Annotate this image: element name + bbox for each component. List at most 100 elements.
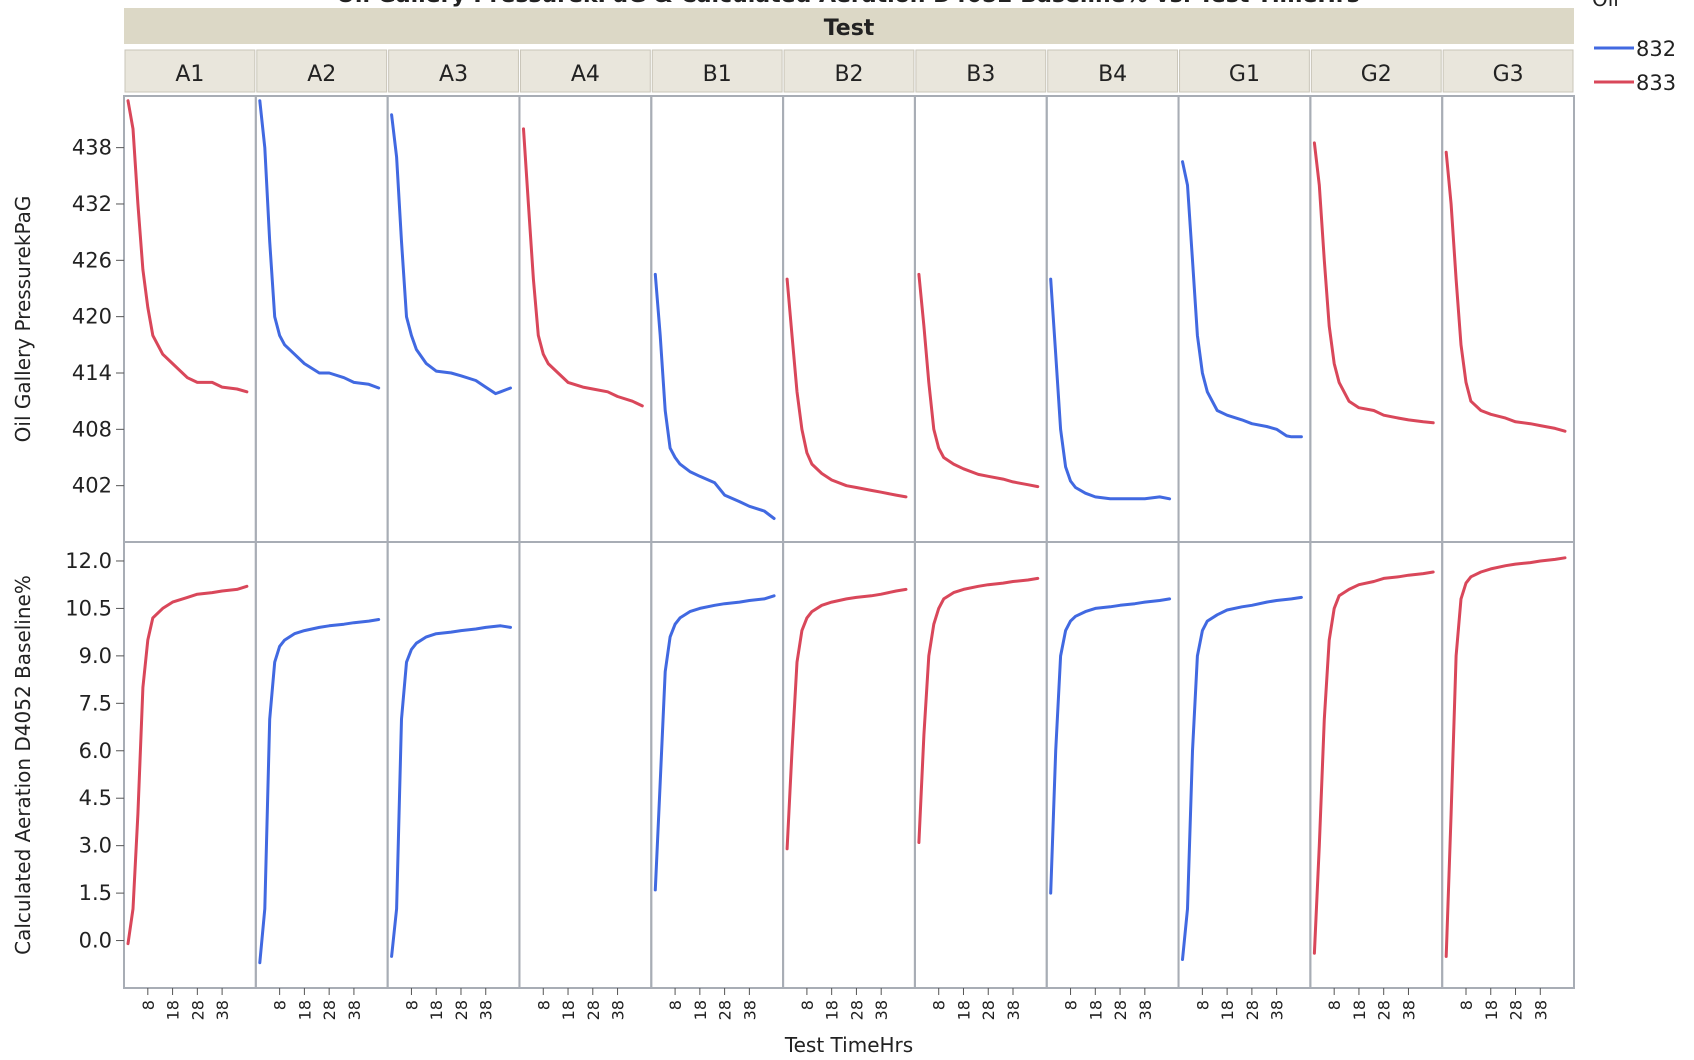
- x-tick-label-b2-2: 28: [847, 1000, 866, 1020]
- x-tick-label-b3-3: 38: [1004, 1000, 1023, 1020]
- series-line-g1-832-row0: [1181, 160, 1303, 439]
- x-tick-label-a4-0: 8: [534, 1000, 553, 1010]
- series-line-b3-833-row1: [917, 576, 1040, 844]
- panel-b1-row0: [650, 95, 785, 543]
- y-tick-label-row0-2: 414: [72, 361, 112, 385]
- x-tick-label-g2-1: 18: [1350, 1000, 1369, 1020]
- series-line-a1-833-row0: [126, 99, 249, 394]
- facet-label-b4: B4: [1098, 62, 1127, 87]
- x-tick-label-b3-1: 18: [954, 1000, 973, 1020]
- series-line-g2-833-row0: [1312, 141, 1435, 425]
- series-line-a3-832-row0: [390, 113, 512, 396]
- series-line-b2-833-row1: [785, 587, 908, 851]
- facet-strip-b4: [1047, 49, 1179, 93]
- x-tick-label-b1-3: 38: [740, 1000, 759, 1020]
- x-tick-label-a2-3: 38: [345, 1000, 364, 1020]
- panel-g3-row1: [1441, 541, 1575, 989]
- series-line-b4-832-row1: [1049, 597, 1172, 895]
- x-tick-label-b4-1: 18: [1086, 1000, 1105, 1020]
- x-tick-label-g2-3: 38: [1399, 1000, 1418, 1020]
- x-tick-label-b4-3: 38: [1136, 1000, 1155, 1020]
- x-tick-label-b4-0: 8: [1062, 1000, 1081, 1010]
- y-tick-label-row1-5: 7.5: [79, 691, 112, 715]
- facet-label-a1: A1: [175, 62, 204, 87]
- facet-strip-b2: [783, 49, 915, 93]
- panel-a4-row0: [518, 95, 653, 543]
- facet-strip-a1: [124, 49, 256, 93]
- x-tick-label-a1-1: 18: [164, 1000, 183, 1020]
- y-axis-label-pressure: Oil Gallery PressurekPaG: [11, 196, 35, 443]
- panel-b3-row1: [913, 541, 1048, 989]
- facet-label-b1: B1: [703, 62, 732, 87]
- y-tick-label-row1-7: 10.5: [65, 596, 112, 620]
- panel-g1-row0: [1177, 95, 1312, 543]
- y-tick-label-row1-1: 1.5: [79, 881, 112, 905]
- x-tick-label-g1-3: 38: [1268, 1000, 1287, 1020]
- x-tick-label-a1-2: 28: [188, 1000, 207, 1020]
- x-tick-label-g2-2: 28: [1375, 1000, 1394, 1020]
- y-axes: 402 408 414 420 426 432 438 0.0 1.5 3.0 4.5 6.0 7.5 9…: [65, 136, 124, 953]
- series-line-b4-832-row0: [1049, 277, 1172, 501]
- facet-label-a3: A3: [439, 62, 468, 87]
- y-tick-label-row0-6: 438: [72, 136, 112, 160]
- panel-b4-row0: [1045, 95, 1180, 543]
- x-tick-label-a2-2: 28: [320, 1000, 339, 1020]
- panel-b4-row1: [1045, 541, 1180, 989]
- series-line-b2-833-row0: [785, 277, 908, 499]
- y-tick-label-row1-0: 0.0: [79, 929, 112, 953]
- facet-label-b2: B2: [834, 62, 863, 87]
- panel-b1-row1: [650, 541, 785, 989]
- legend-label-832: 832: [1636, 37, 1676, 61]
- x-axis-label: Test TimeHrs: [784, 1033, 913, 1057]
- x-tick-label-a4-1: 18: [559, 1000, 578, 1020]
- y-tick-label-row1-3: 4.5: [79, 786, 112, 810]
- x-tick-label-b3-2: 28: [979, 1000, 998, 1020]
- y-tick-label-row0-3: 420: [72, 305, 112, 329]
- facet-strip-b3: [915, 49, 1047, 93]
- y-tick-label-row1-4: 6.0: [79, 739, 112, 763]
- x-tick-label-g3-0: 8: [1457, 1000, 1476, 1010]
- series-line-a3-832-row1: [390, 624, 512, 958]
- x-tick-label-a3-3: 38: [477, 1000, 496, 1020]
- facet-title: Test: [824, 16, 875, 41]
- panel-a2-row1: [254, 541, 389, 989]
- panel-a4-row1: [518, 541, 653, 989]
- legend-label-833: 833: [1636, 71, 1676, 95]
- x-tick-label-a4-3: 38: [609, 1000, 628, 1020]
- legend: Oil 832 833: [1592, 0, 1676, 95]
- x-tick-label-g3-3: 38: [1531, 1000, 1550, 1020]
- facet-label-a2: A2: [307, 62, 336, 87]
- y-tick-label-row1-2: 3.0: [79, 834, 112, 858]
- series-line-g2-833-row1: [1312, 570, 1435, 955]
- panel-a3-row1: [386, 541, 521, 989]
- x-tick-label-g2-0: 8: [1325, 1000, 1344, 1010]
- facet-strip-g2: [1310, 49, 1442, 93]
- x-tick-label-a4-2: 28: [584, 1000, 603, 1020]
- facet-label-a4: A4: [571, 62, 600, 87]
- x-tick-label-b4-2: 28: [1111, 1000, 1130, 1020]
- panel-b2-row1: [782, 541, 916, 989]
- x-axes: 8 18 28 38 8 18 28 38 8 18 28 38 8 18 28 38 8 18 28 38 8 18 28…: [139, 988, 1550, 1020]
- x-tick-label-g3-1: 18: [1482, 1000, 1501, 1020]
- x-tick-label-g1-1: 18: [1218, 1000, 1237, 1020]
- x-tick-label-b2-0: 8: [798, 1000, 817, 1010]
- y-tick-label-row0-4: 426: [72, 248, 112, 272]
- facet-strip-a3: [388, 49, 519, 93]
- x-tick-label-g1-0: 8: [1193, 1000, 1212, 1010]
- x-tick-label-a1-3: 38: [213, 1000, 232, 1020]
- facet-strip-a4: [519, 49, 651, 93]
- facet-strip-a2: [256, 49, 388, 93]
- x-tick-label-b1-0: 8: [666, 1000, 685, 1010]
- series-line-g3-833-row1: [1444, 556, 1567, 958]
- facet-label-g1: G1: [1229, 62, 1260, 87]
- panel-a1-row0: [123, 95, 257, 543]
- panel-b2-row0: [782, 95, 916, 543]
- facet-label-g2: G2: [1361, 62, 1392, 87]
- x-tick-label-a2-1: 18: [295, 1000, 314, 1020]
- facet-strip-b1: [651, 49, 783, 93]
- series-line-a4-833-row0: [522, 127, 644, 408]
- series-line-b3-833-row0: [917, 272, 1040, 489]
- panel-a1-row1: [123, 541, 257, 989]
- series-lines: [126, 99, 1567, 965]
